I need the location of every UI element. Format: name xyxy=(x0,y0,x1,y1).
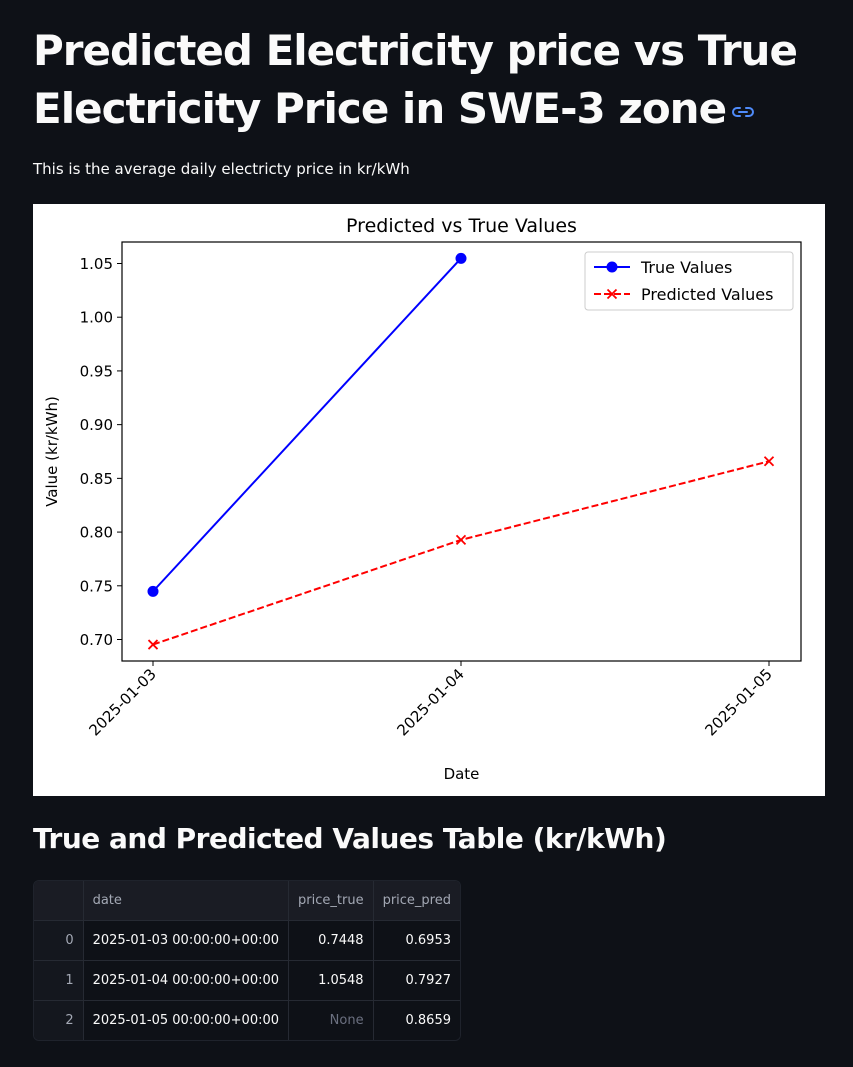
table-header-row: date price_true price_pred xyxy=(34,881,460,921)
column-header-index[interactable] xyxy=(34,881,84,921)
page-subtitle: This is the average daily electricty pri… xyxy=(33,160,410,178)
cell-price-true[interactable]: 1.0548 xyxy=(288,960,374,1001)
y-tick-label: 0.70 xyxy=(80,631,113,649)
page-title-text: Predicted Electricity price vs True Elec… xyxy=(33,26,798,133)
cell-price-true[interactable]: None xyxy=(288,1000,374,1040)
chart-title: Predicted vs True Values xyxy=(346,215,577,237)
row-index: 0 xyxy=(34,920,84,961)
page-title: Predicted Electricity price vs True Elec… xyxy=(33,22,823,138)
legend-label: True Values xyxy=(640,258,732,277)
cell-price-pred[interactable]: 0.6953 xyxy=(373,920,460,961)
table-row[interactable]: 1 2025-01-04 00:00:00+00:00 1.0548 0.792… xyxy=(34,960,460,1001)
column-header-price-true[interactable]: price_true xyxy=(288,881,374,921)
table-row[interactable]: 2 2025-01-05 00:00:00+00:00 None 0.8659 xyxy=(34,1000,460,1040)
x-tick-label: 2025-01-03 xyxy=(85,665,159,739)
predicted-value-point xyxy=(455,534,467,546)
y-tick-label: 1.05 xyxy=(80,255,113,273)
line-chart: Predicted vs True Values 0.70 0.75 0.80 0.85… xyxy=(43,215,802,783)
y-axis-label: Value (kr/kWh) xyxy=(43,396,61,507)
legend-box xyxy=(584,251,794,311)
cell-price-pred[interactable]: 0.8659 xyxy=(373,1000,460,1040)
y-tick-label: 0.75 xyxy=(80,577,113,595)
cell-price-pred[interactable]: 0.7927 xyxy=(373,960,460,1001)
true-value-point xyxy=(455,252,467,264)
cell-date[interactable]: 2025-01-03 00:00:00+00:00 xyxy=(83,920,290,961)
data-table[interactable]: date price_true price_pred 0 2025-01-03 … xyxy=(33,880,461,1041)
row-index: 2 xyxy=(34,1000,84,1040)
legend-marker xyxy=(606,261,618,273)
y-tick-label: 0.80 xyxy=(80,524,113,542)
cell-date[interactable]: 2025-01-04 00:00:00+00:00 xyxy=(83,960,290,1001)
cell-price-true[interactable]: 0.7448 xyxy=(288,920,374,961)
predicted-value-point xyxy=(147,639,159,650)
x-tick-label: 2025-01-04 xyxy=(393,665,467,739)
y-tick-label: 0.95 xyxy=(80,362,113,380)
table-row[interactable]: 0 2025-01-03 00:00:00+00:00 0.7448 0.695… xyxy=(34,920,460,961)
predicted-value-point xyxy=(763,456,775,467)
y-tick-label: 1.00 xyxy=(80,309,113,327)
legend-marker xyxy=(606,288,618,300)
column-header-price-pred[interactable]: price_pred xyxy=(373,881,460,921)
table-title: True and Predicted Values Table (kr/kWh) xyxy=(33,822,667,855)
y-tick-label: 0.85 xyxy=(80,470,113,488)
x-axis-label: Date xyxy=(444,765,480,783)
x-tick-label: 2025-01-05 xyxy=(701,665,775,739)
link-icon[interactable] xyxy=(732,105,755,119)
row-index: 1 xyxy=(34,960,84,1001)
chart-container: Predicted vs True Values 0.70 0.75 0.80 0.85… xyxy=(33,204,825,796)
cell-date[interactable]: 2025-01-05 00:00:00+00:00 xyxy=(83,1000,290,1040)
y-tick-label: 0.90 xyxy=(80,416,113,434)
true-value-point xyxy=(147,585,159,597)
column-header-date[interactable]: date xyxy=(83,881,290,921)
series-line-true xyxy=(152,257,462,593)
legend-label: Predicted Values xyxy=(641,285,773,304)
series-line-predicted xyxy=(152,460,770,646)
